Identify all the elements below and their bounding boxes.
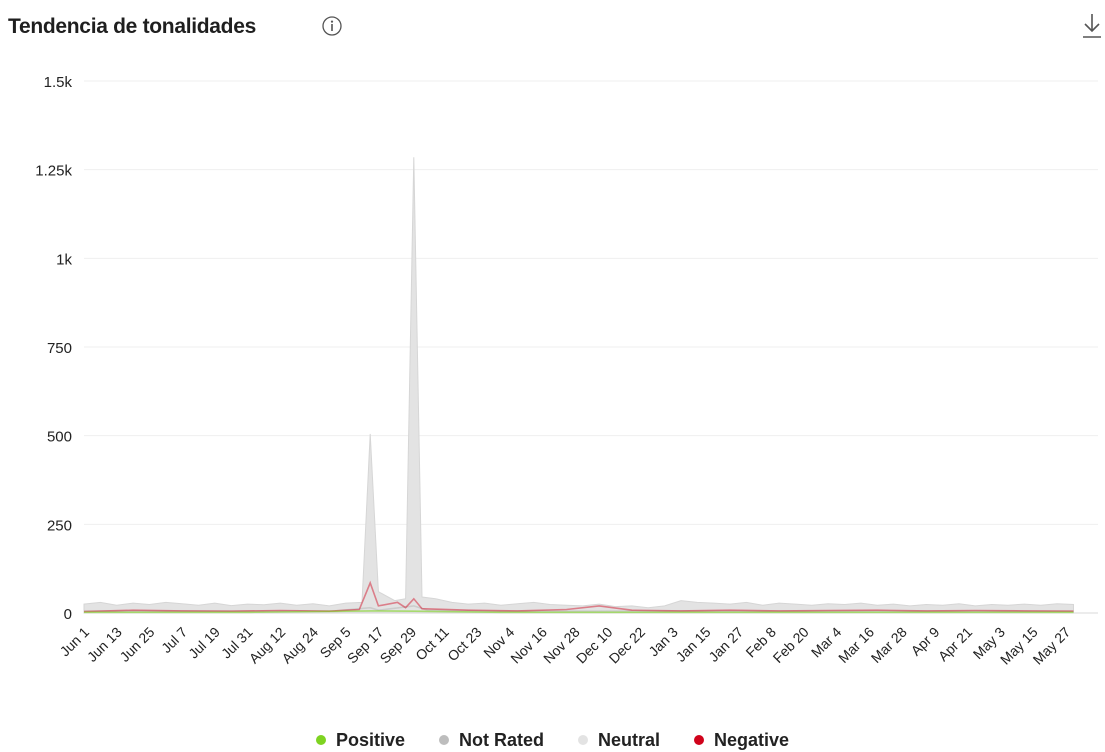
x-tick-label: Jun 13 [84,624,125,665]
info-circle-icon[interactable] [321,15,343,37]
x-tick-label: Aug 24 [278,624,321,667]
legend-item-positive[interactable]: Positive [315,729,405,751]
y-tick-label: 1k [56,251,72,268]
chart-header: Tendencia de tonalidades [0,0,1105,50]
x-tick-label: Mar 16 [835,624,877,666]
legend-label: Positive [335,729,405,750]
x-tick-label: Dec 22 [606,624,649,667]
x-tick-label: Jan 15 [673,624,714,665]
chart-title: Tendencia de tonalidades [8,15,256,38]
y-tick-label: 250 [47,517,72,534]
legend-dot-icon [315,735,326,745]
y-tick-label: 0 [64,606,72,623]
series-line-positive [84,610,1074,614]
y-tick-label: 1.5k [44,74,73,91]
x-tick-label: Jun 25 [116,624,157,665]
series-area-neutral [83,157,1075,614]
x-tick-label: May 27 [1030,624,1074,668]
legend-item-negative[interactable]: Negative [694,730,789,751]
legend-item-neutral[interactable]: Neutral [577,729,660,751]
legend-item-not-rated[interactable]: Not Rated [438,729,544,751]
x-tick-label: Oct 23 [444,624,485,665]
x-tick-label: Mar 28 [868,624,910,666]
y-tick-label: 1.25k [35,163,72,180]
legend-label: Not Rated [458,729,544,750]
legend-dot-icon [438,735,449,745]
chart-legend: Positive Not Rated Neutral Negative [0,728,1105,752]
legend-dot-icon [577,735,588,745]
x-tick-label: Apr 21 [935,624,976,665]
series-line-negative [83,580,1074,613]
x-tick-label: Sep 29 [377,624,420,667]
y-tick-label: 500 [47,429,72,446]
legend-dot-icon [694,735,704,745]
legend-label: Neutral [597,729,660,750]
y-tick-label: 750 [47,340,72,357]
x-tick-label: Oct 11 [412,624,452,664]
legend-label: Negative [714,729,790,750]
download-icon[interactable] [1081,12,1103,40]
x-tick-label: Jul 19 [185,624,223,662]
x-tick-label: Jan 27 [705,624,746,665]
x-tick-label: Feb 20 [770,624,812,666]
